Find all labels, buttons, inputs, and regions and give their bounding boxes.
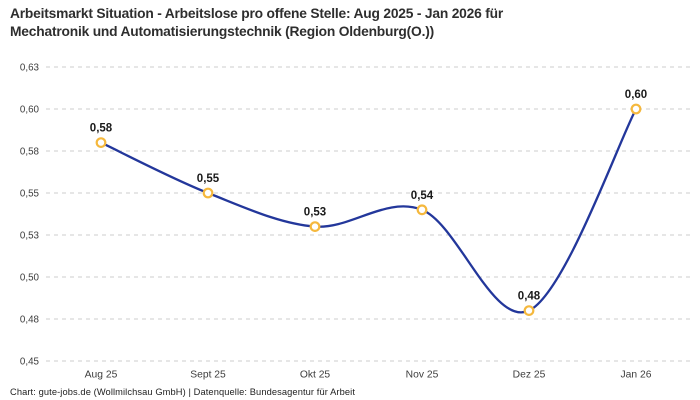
data-point-marker[interactable] (630, 103, 642, 115)
data-point-label: 0,48 (518, 291, 541, 303)
data-point-marker[interactable] (416, 204, 428, 216)
y-tick-label: 0,63 (20, 63, 40, 74)
y-tick-label: 0,58 (20, 147, 40, 158)
y-tick-label: 0,48 (20, 315, 40, 326)
data-point-marker[interactable] (523, 305, 535, 317)
x-tick-label: Sept 25 (190, 370, 226, 381)
x-tick-label: Aug 25 (85, 370, 118, 381)
data-point-label: 0,58 (90, 123, 113, 135)
series-line (99, 107, 638, 314)
x-tick-label: Okt 25 (300, 370, 331, 381)
data-point-marker[interactable] (202, 187, 214, 199)
y-tick-label: 0,55 (20, 189, 40, 200)
chart-title-line2: Mechatronik und Automatisierungstechnik … (10, 24, 435, 39)
x-tick-label: Nov 25 (406, 370, 439, 381)
data-point-label: 0,54 (411, 190, 434, 202)
data-point-label: 0,60 (625, 89, 647, 101)
chart-attribution: Chart: gute-jobs.de (Wollmilchsau GmbH) … (10, 387, 355, 397)
y-tick-label: 0,53 (20, 231, 40, 242)
y-tick-label: 0,50 (20, 273, 40, 284)
data-point-marker[interactable] (309, 221, 321, 233)
data-point-label: 0,55 (197, 173, 220, 185)
chart-title: Arbeitsmarkt Situation - Arbeitslose pro… (10, 5, 694, 41)
chart-title-line1: Arbeitsmarkt Situation - Arbeitslose pro… (10, 6, 504, 21)
y-tick-label: 0,45 (20, 357, 40, 368)
x-tick-label: Jan 26 (621, 370, 652, 381)
x-tick-label: Dez 25 (513, 370, 546, 381)
y-tick-label: 0,60 (20, 105, 40, 116)
data-point-marker[interactable] (95, 137, 107, 149)
data-point-label: 0,53 (304, 207, 326, 219)
